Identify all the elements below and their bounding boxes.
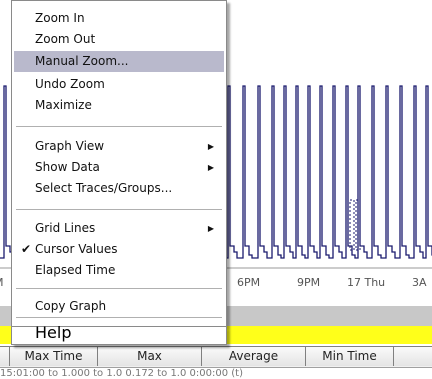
header-min-time[interactable]: Min Time bbox=[306, 347, 394, 366]
menu-item-label: Graph View bbox=[35, 139, 105, 153]
menu-separator bbox=[16, 126, 222, 128]
menu-footer: Help bbox=[11, 317, 227, 345]
menu-item-label: Cursor Values bbox=[35, 242, 118, 256]
menu-item-zoom-in[interactable]: Zoom In bbox=[14, 8, 224, 29]
menu-item-label: Help bbox=[35, 323, 72, 342]
menu-item-grid-lines[interactable]: Grid Lines ▶ bbox=[14, 218, 224, 239]
menu-item-cursor-values[interactable]: ✔ Cursor Values bbox=[14, 239, 224, 260]
graph-context-menu: Zoom In Zoom Out Manual Zoom... Undo Zoo… bbox=[11, 0, 227, 327]
x-tick-9pm: 9PM bbox=[297, 276, 321, 289]
menu-item-maximize[interactable]: Maximize bbox=[14, 95, 224, 116]
menu-separator bbox=[16, 317, 222, 319]
triangle-right-icon: ▶ bbox=[207, 224, 214, 233]
x-tick-clipped: M bbox=[0, 276, 4, 289]
menu-item-copy-graph[interactable]: Copy Graph bbox=[14, 296, 224, 317]
menu-item-zoom-out[interactable]: Zoom Out bbox=[14, 29, 224, 50]
header-spacer bbox=[0, 347, 10, 366]
menu-item-label: Show Data bbox=[35, 160, 100, 174]
menu-item-label: Select Traces/Groups... bbox=[35, 181, 173, 195]
trace-line bbox=[0, 85, 432, 259]
x-tick-6pm: 6PM bbox=[237, 276, 261, 289]
checkmark-icon: ✔ bbox=[21, 242, 32, 256]
trace-marker bbox=[355, 199, 361, 251]
menu-item-label: Maximize bbox=[35, 98, 92, 112]
menu-separator bbox=[16, 288, 222, 290]
x-tick-17-thu: 17 Thu bbox=[347, 276, 386, 289]
menu-item-label: Zoom In bbox=[35, 11, 85, 25]
trace-marker bbox=[349, 199, 355, 251]
table-row[interactable]: 15:01:00 to 1.000 to 1.0 0.172 to 1.0 0:… bbox=[0, 368, 243, 379]
menu-item-select-traces-groups[interactable]: Select Traces/Groups... bbox=[14, 178, 224, 199]
header-filler bbox=[394, 347, 432, 366]
menu-separator bbox=[16, 209, 222, 211]
menu-item-label: Undo Zoom bbox=[35, 77, 105, 91]
menu-item-label: Grid Lines bbox=[35, 221, 96, 235]
header-max-time[interactable]: Max Time bbox=[10, 347, 98, 366]
menu-item-graph-view[interactable]: Graph View ▶ bbox=[14, 136, 224, 157]
menu-item-label: Copy Graph bbox=[35, 299, 107, 313]
header-average[interactable]: Average bbox=[202, 347, 306, 366]
header-max[interactable]: Max bbox=[98, 347, 202, 366]
x-tick-3a: 3A bbox=[412, 276, 427, 289]
menu-item-label: Zoom Out bbox=[35, 32, 96, 46]
stats-table-header: Max Time Max Average Min Time bbox=[0, 346, 432, 368]
menu-item-label: Manual Zoom... bbox=[35, 54, 129, 68]
triangle-right-icon: ▶ bbox=[207, 163, 214, 172]
menu-item-manual-zoom[interactable]: Manual Zoom... bbox=[14, 51, 224, 72]
menu-item-label: Elapsed Time bbox=[35, 263, 116, 277]
menu-item-show-data[interactable]: Show Data ▶ bbox=[14, 157, 224, 178]
menu-item-elapsed-time[interactable]: Elapsed Time bbox=[14, 260, 224, 281]
menu-item-help[interactable]: Help bbox=[14, 324, 224, 342]
triangle-right-icon: ▶ bbox=[207, 142, 214, 151]
menu-item-undo-zoom[interactable]: Undo Zoom bbox=[14, 74, 224, 95]
